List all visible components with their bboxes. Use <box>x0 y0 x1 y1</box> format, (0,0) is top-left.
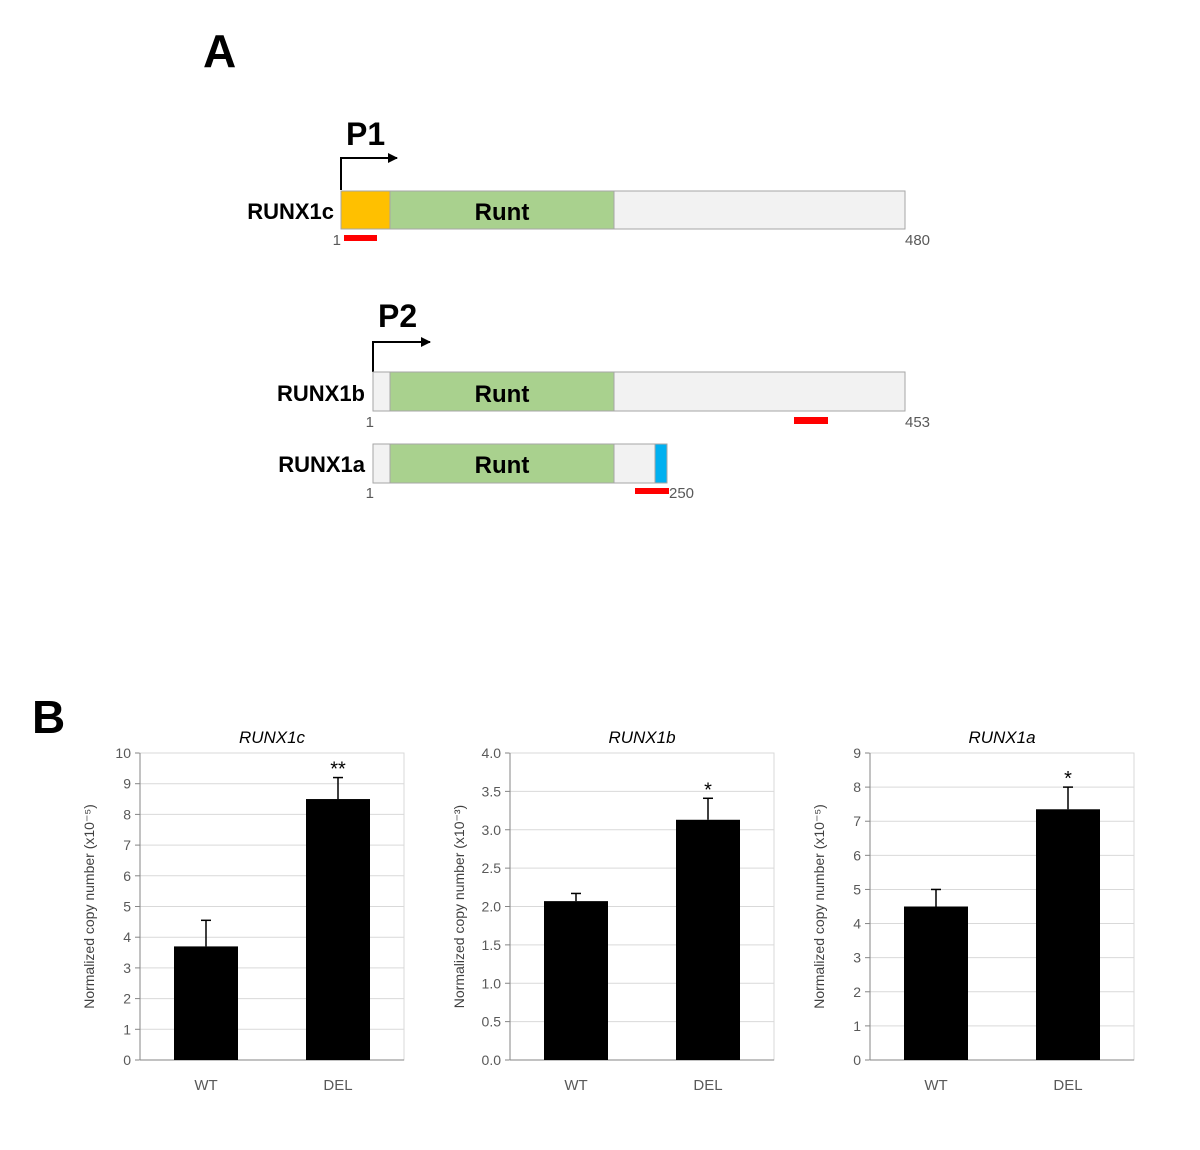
y-axis-label: Normalized copy number (x10⁻⁵) <box>811 804 827 1009</box>
y-tick-label: 0.5 <box>482 1014 502 1030</box>
promoter-p2-label: P2 <box>378 298 417 334</box>
chart-title: RUNX1b <box>608 728 675 747</box>
y-tick-label: 3.0 <box>482 822 502 838</box>
y-axis-label: Normalized copy number (x10⁻⁵) <box>81 804 97 1009</box>
isoform-start: 1 <box>366 485 374 502</box>
y-tick-label: 2.0 <box>482 899 502 915</box>
bar-wt <box>174 946 238 1060</box>
significance-marker: ** <box>330 759 346 781</box>
y-tick-label: 2 <box>853 984 861 1000</box>
isoform-start: 1 <box>366 414 374 431</box>
y-tick-label: 1.0 <box>482 975 502 991</box>
y-tick-label: 7 <box>123 837 131 853</box>
x-tick-label: DEL <box>1053 1077 1082 1094</box>
y-tick-label: 4 <box>853 916 861 932</box>
y-tick-label: 8 <box>853 779 861 795</box>
isoform-end: 453 <box>905 414 930 431</box>
runt-domain <box>389 190 615 230</box>
x-tick-label: WT <box>564 1077 587 1094</box>
y-tick-label: 3.5 <box>482 783 502 799</box>
isoform-name: RUNX1b <box>277 381 365 406</box>
y-tick-label: 9 <box>123 776 131 792</box>
promoter-p2-arrow <box>372 337 431 372</box>
y-tick-label: 2 <box>123 991 131 1007</box>
promoter-p1-label: P1 <box>346 116 385 152</box>
y-tick-label: 1.5 <box>482 937 502 953</box>
c-terminal-exon <box>654 443 668 484</box>
isoform-diagram: P1 RUNX1c Runt 1 480 P2 RUNX1b Runt 1 45… <box>247 116 930 502</box>
promoter-p1-arrow <box>340 153 398 190</box>
chart-title: RUNX1c <box>239 728 306 747</box>
chart-runx1c: RUNX1c 0 1 2 3 4 5 6 7 8 9 10 Normalized copy number… <box>81 728 405 1094</box>
y-tick-label: 6 <box>123 868 131 884</box>
n-terminal-exon <box>340 190 391 230</box>
primer-bar <box>635 488 669 494</box>
primer-bar <box>344 235 377 241</box>
x-tick-label: WT <box>194 1077 217 1094</box>
chart-title: RUNX1a <box>968 728 1035 747</box>
panel-a-letter: A <box>203 25 237 77</box>
isoform-start: 1 <box>333 232 341 249</box>
runt-domain <box>389 443 615 484</box>
y-tick-label: 5 <box>123 899 131 915</box>
isoform-end: 250 <box>669 485 694 502</box>
y-tick-label: 1 <box>853 1018 861 1034</box>
isoform-runx1c: RUNX1c Runt 1 480 <box>247 190 930 249</box>
bar-wt <box>904 906 968 1060</box>
y-tick-label: 9 <box>853 745 861 761</box>
bar-del <box>1036 809 1100 1060</box>
bar-del <box>676 819 740 1060</box>
runt-domain-label: Runt <box>475 452 530 479</box>
y-tick-label: 5 <box>853 881 861 897</box>
isoform-name: RUNX1a <box>278 452 366 477</box>
y-tick-label: 4.0 <box>482 745 502 761</box>
chart-runx1a: RUNX1a 0 1 2 3 4 5 6 7 8 9 Normalized copy number (… <box>811 728 1135 1094</box>
significance-marker: * <box>704 779 712 801</box>
bar-wt <box>544 901 608 1060</box>
runt-domain-label: Runt <box>475 199 530 226</box>
isoform-name: RUNX1c <box>247 199 334 224</box>
x-tick-label: DEL <box>693 1077 722 1094</box>
x-tick-label: DEL <box>323 1077 352 1094</box>
runt-domain <box>389 371 615 412</box>
y-tick-label: 8 <box>123 806 131 822</box>
y-tick-label: 4 <box>123 929 131 945</box>
isoform-runx1b: RUNX1b Runt 1 453 <box>277 371 930 431</box>
significance-marker: * <box>1064 768 1072 790</box>
isoform-end: 480 <box>905 232 930 249</box>
y-tick-label: 3 <box>853 950 861 966</box>
x-tick-label: WT <box>924 1077 947 1094</box>
chart-runx1b: RUNX1b 0.0 0.5 1.0 1.5 2.0 2.5 3.0 3.5 4.0 Normali… <box>451 728 775 1094</box>
y-tick-label: 1 <box>123 1021 131 1037</box>
primer-bar <box>794 417 828 424</box>
y-tick-label: 0 <box>853 1052 861 1068</box>
bar-del <box>306 799 370 1060</box>
y-tick-label: 10 <box>115 745 131 761</box>
y-tick-label: 3 <box>123 960 131 976</box>
runt-domain-label: Runt <box>475 381 530 408</box>
y-axis-label: Normalized copy number (x10⁻³) <box>451 805 467 1008</box>
panel-b-letter: B <box>32 691 66 743</box>
isoform-runx1a: RUNX1a Runt 1 250 <box>278 443 694 502</box>
y-tick-label: 0 <box>123 1052 131 1068</box>
y-tick-label: 2.5 <box>482 860 502 876</box>
y-tick-label: 0.0 <box>482 1052 502 1068</box>
y-tick-label: 6 <box>853 847 861 863</box>
y-tick-label: 7 <box>853 813 861 829</box>
